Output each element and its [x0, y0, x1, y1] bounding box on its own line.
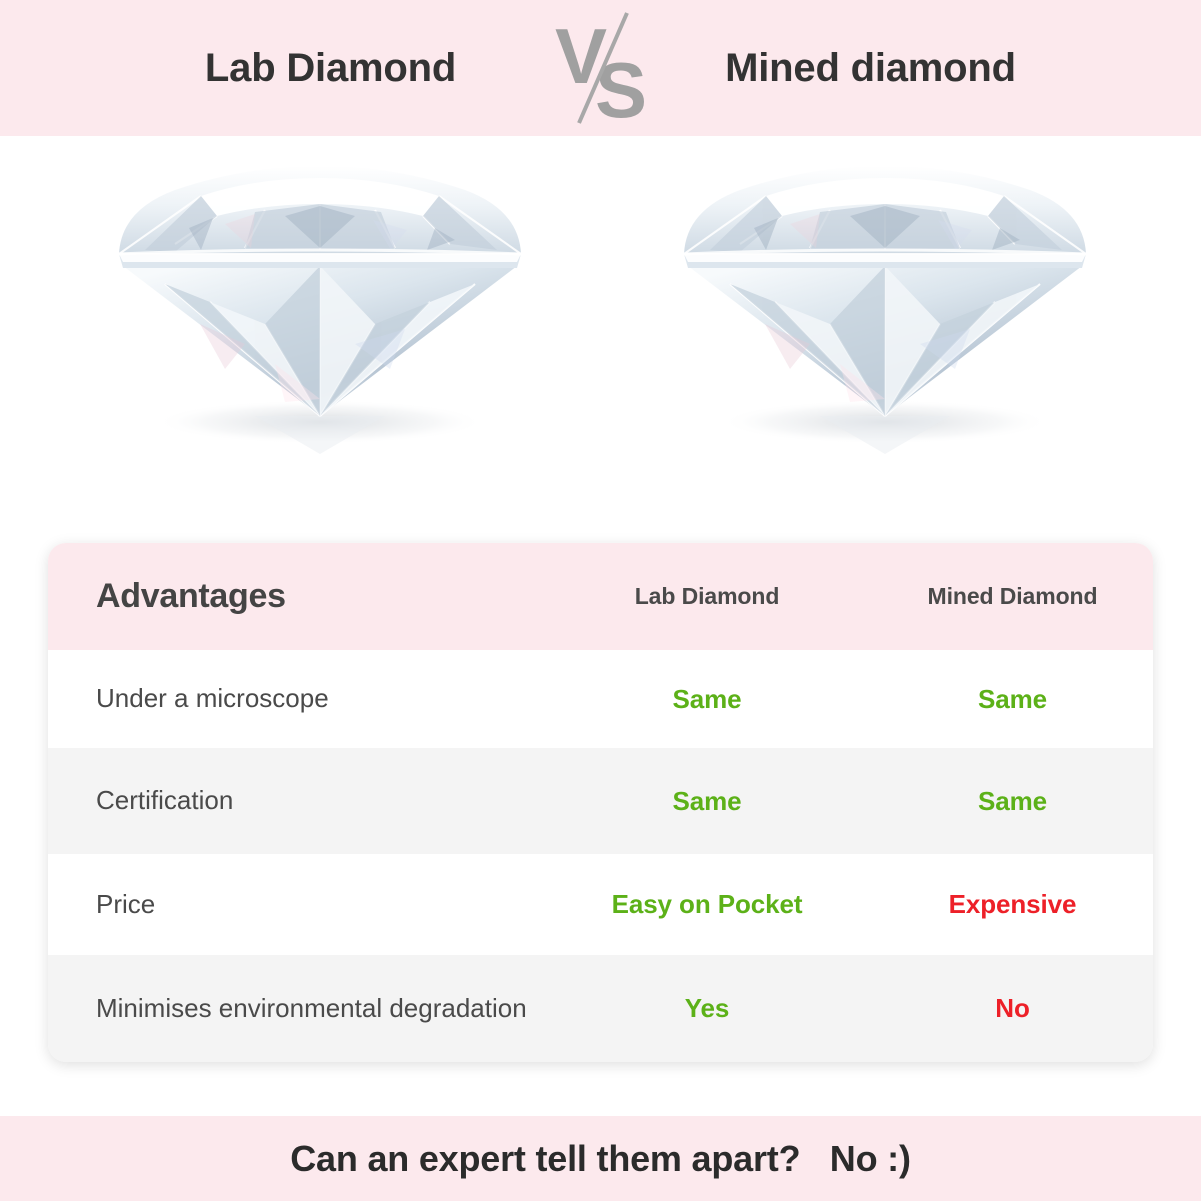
table-header-lab-diamond: Lab Diamond [634, 583, 780, 609]
row-mined-cell: Expensive [872, 889, 1153, 920]
lab-diamond-image [105, 154, 535, 484]
row-lab-value: Yes [684, 993, 730, 1023]
row-mined-cell: Same [872, 786, 1153, 817]
footer-question: Can an expert tell them apart? No :) [290, 1137, 911, 1179]
table-row: Certification Same Same [48, 748, 1153, 854]
svg-text:S: S [595, 46, 647, 127]
table-row: Price Easy on Pocket Expensive [48, 854, 1153, 955]
table-header-mined-diamond: Mined Diamond [927, 583, 1098, 609]
row-lab-value: Same [672, 683, 742, 714]
diamond-image-strip [0, 136, 1201, 536]
row-lab-cell: Easy on Pocket [542, 889, 872, 920]
table-header-row: Advantages Lab Diamond Mined Diamond [48, 543, 1153, 650]
table-row: Minimises environmental degradation Yes … [48, 955, 1153, 1062]
row-label-cell: Under a microscope [48, 680, 542, 718]
row-label: Under a microscope [96, 683, 329, 714]
top-banner: Lab Diamond V S Mined diamond [0, 0, 1201, 136]
versus-icon: V S [541, 9, 661, 127]
row-mined-value: No [995, 993, 1030, 1023]
row-lab-cell: Same [542, 684, 872, 715]
row-lab-cell: Same [542, 786, 872, 817]
row-label: Certification [96, 785, 234, 816]
comparison-table: Advantages Lab Diamond Mined Diamond Und… [48, 543, 1153, 1062]
row-mined-value: Same [978, 683, 1047, 714]
row-lab-value: Easy on Pocket [611, 889, 803, 919]
row-mined-value: Same [978, 785, 1047, 816]
row-lab-cell: Yes [542, 993, 872, 1024]
row-label-cell: Certification [48, 782, 542, 820]
row-label-cell: Price [48, 886, 542, 924]
row-mined-value: Expensive [948, 889, 1077, 919]
row-mined-cell: No [872, 993, 1153, 1024]
row-label: Price [96, 888, 156, 919]
table-header-advantages: Advantages [96, 577, 286, 615]
svg-text:V: V [555, 12, 607, 100]
row-label: Minimises environmental degradation [96, 992, 527, 1023]
table-row: Under a microscope Same Same [48, 650, 1153, 748]
row-mined-cell: Same [872, 684, 1153, 715]
left-product-title: Lab Diamond [204, 45, 457, 90]
mined-diamond-image [670, 154, 1100, 484]
bottom-banner: Can an expert tell them apart? No :) [0, 1116, 1201, 1201]
row-lab-value: Same [672, 785, 742, 816]
table-header-mined-cell: Mined Diamond [872, 583, 1153, 610]
table-header-advantages-cell: Advantages [48, 577, 542, 616]
right-product-title: Mined diamond [725, 45, 1016, 90]
table-header-lab-cell: Lab Diamond [542, 583, 872, 610]
row-label-cell: Minimises environmental degradation [48, 990, 542, 1028]
